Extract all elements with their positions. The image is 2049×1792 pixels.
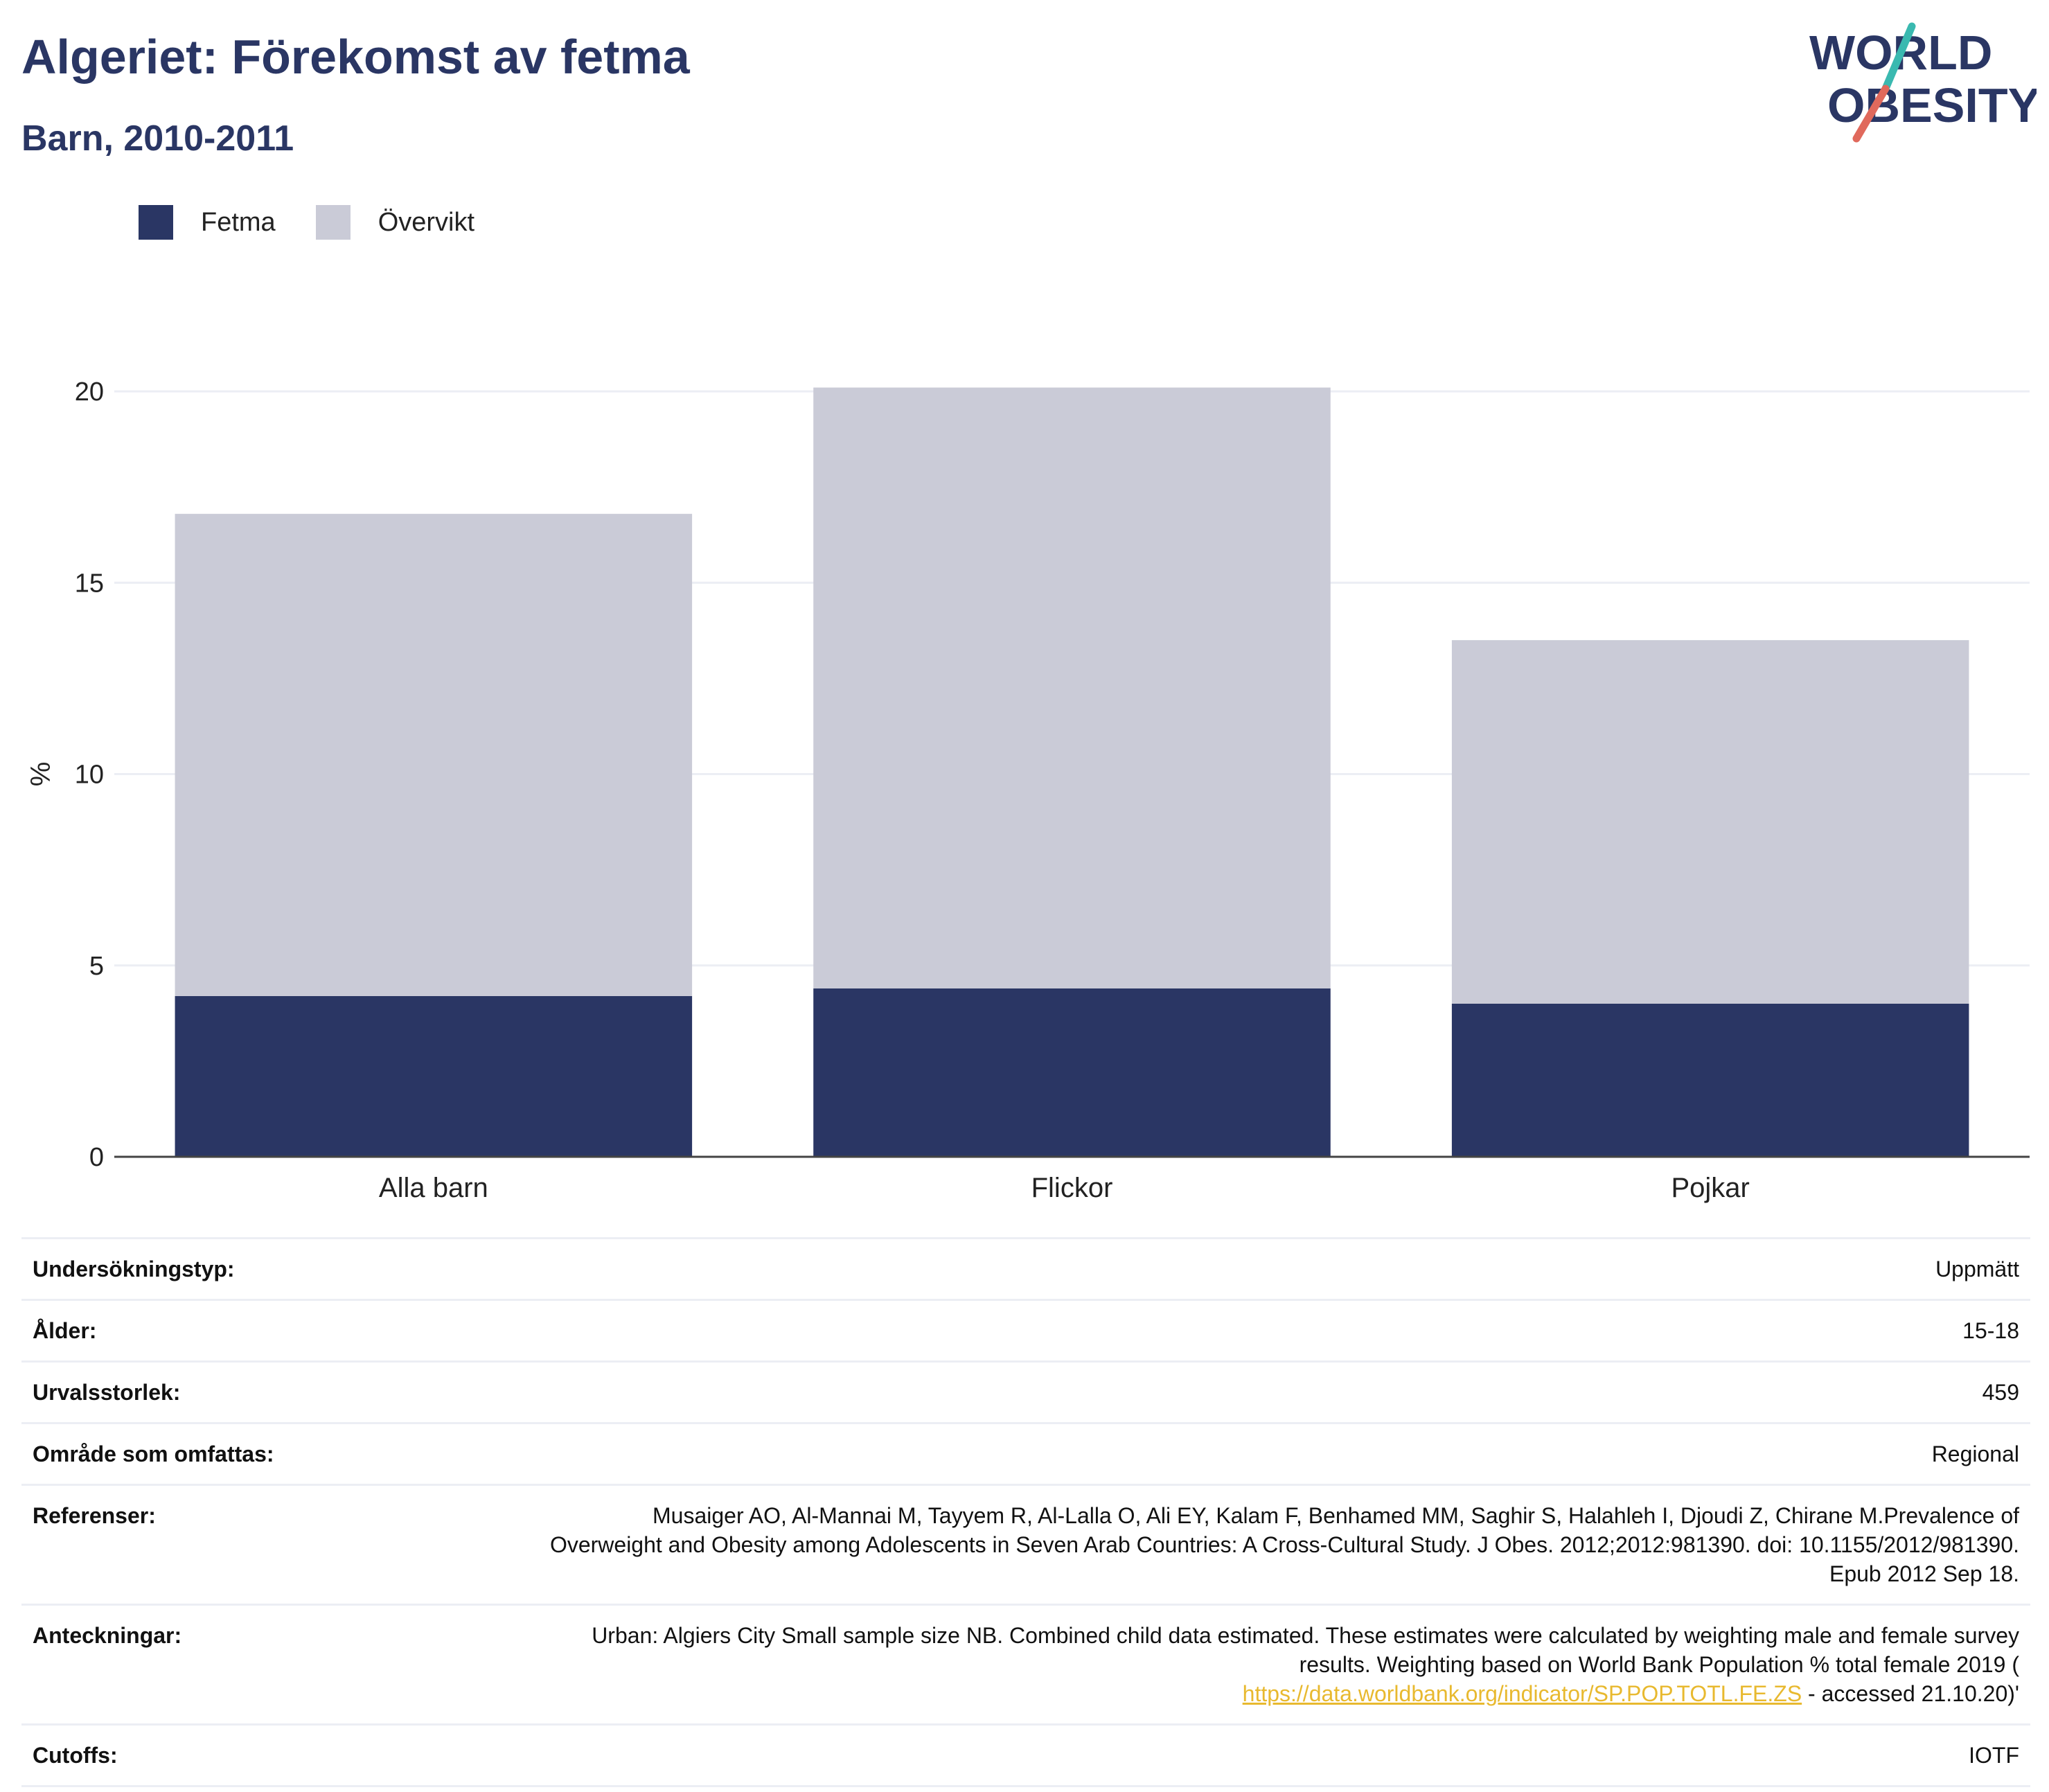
info-row: Referenser: Musaiger AO, Al-Mannai M, Ta… xyxy=(21,1484,2030,1605)
notes-suffix: - accessed 21.10.20)' xyxy=(1802,1681,2019,1706)
legend-swatch-fetma xyxy=(139,205,173,240)
y-axis-label: % xyxy=(26,762,56,787)
cutoffs-key: Cutoffs: xyxy=(21,1723,529,1787)
legend-item-fetma[interactable]: Fetma xyxy=(139,205,276,240)
bar-chart: 0 5 10 15 20% Alla barn Flickor Pojkar xyxy=(26,378,2030,1203)
info-value: Regional xyxy=(529,1422,2030,1485)
notes-value: Urban: Algiers City Small sample size NB… xyxy=(529,1604,2030,1725)
info-key: Urvalsstorlek: xyxy=(21,1360,529,1423)
info-key: Område som omfattas: xyxy=(21,1422,529,1485)
logo-slash-top xyxy=(1881,22,1916,93)
info-row-notes: Anteckningar: Urban: Algiers City Small … xyxy=(21,1604,2030,1725)
bar-fetma xyxy=(175,995,693,1157)
info-value: Musaiger AO, Al-Mannai M, Tayyem R, Al-L… xyxy=(529,1484,2030,1605)
info-row-cutoffs: Cutoffs: IOTF xyxy=(21,1723,2030,1787)
y-tick-label: 0 xyxy=(89,1143,104,1172)
info-row: Område som omfattas: Regional xyxy=(21,1422,2030,1485)
info-key: Referenser: xyxy=(21,1484,529,1605)
x-tick-label: Alla barn xyxy=(379,1173,488,1203)
logo-text-obesity: OBESITY xyxy=(1827,78,2037,132)
notes-text: Urban: Algiers City Small sample size NB… xyxy=(592,1623,2019,1677)
world-obesity-logo: WORLD OBESITY xyxy=(1809,22,2037,143)
page-subtitle: Barn, 2010-2011 xyxy=(21,118,294,159)
page-title: Algeriet: Förekomst av fetma xyxy=(21,30,690,84)
study-info-table: Undersökningstyp: Uppmätt Ålder: 15-18 U… xyxy=(21,1237,2030,1787)
info-value: 459 xyxy=(529,1360,2030,1423)
y-tick-label: 10 xyxy=(75,761,104,790)
y-tick-label: 5 xyxy=(89,952,104,981)
y-tick-label: 15 xyxy=(75,569,104,598)
bar-fetma xyxy=(813,988,1331,1157)
logo-slash-bottom xyxy=(1852,85,1890,143)
info-row: Undersökningstyp: Uppmätt xyxy=(21,1237,2030,1300)
x-tick-label: Pojkar xyxy=(1671,1173,1749,1203)
info-row: Urvalsstorlek: 459 xyxy=(21,1360,2030,1423)
info-key: Ålder: xyxy=(21,1299,529,1362)
chart-legend: Fetma Övervikt xyxy=(139,205,515,240)
bar-fetma xyxy=(1451,1004,1969,1157)
bar-overvikt xyxy=(813,387,1331,988)
info-value: Uppmätt xyxy=(529,1237,2030,1300)
legend-label-fetma: Fetma xyxy=(201,207,276,237)
y-tick-label: 20 xyxy=(75,378,104,407)
legend-label-overvikt: Övervikt xyxy=(378,207,475,237)
x-tick-label: Flickor xyxy=(1031,1173,1113,1203)
worldbank-link[interactable]: https://data.worldbank.org/indicator/SP.… xyxy=(1242,1681,1802,1706)
info-key: Undersökningstyp: xyxy=(21,1237,529,1300)
info-value: 15-18 xyxy=(529,1299,2030,1362)
bar-overvikt xyxy=(1451,640,1969,1004)
legend-swatch-overvikt xyxy=(315,205,351,240)
cutoffs-value: IOTF xyxy=(529,1723,2030,1787)
bar-overvikt xyxy=(175,513,693,996)
info-row: Ålder: 15-18 xyxy=(21,1299,2030,1362)
notes-key: Anteckningar: xyxy=(21,1604,529,1725)
legend-item-overvikt[interactable]: Övervikt xyxy=(315,205,475,240)
